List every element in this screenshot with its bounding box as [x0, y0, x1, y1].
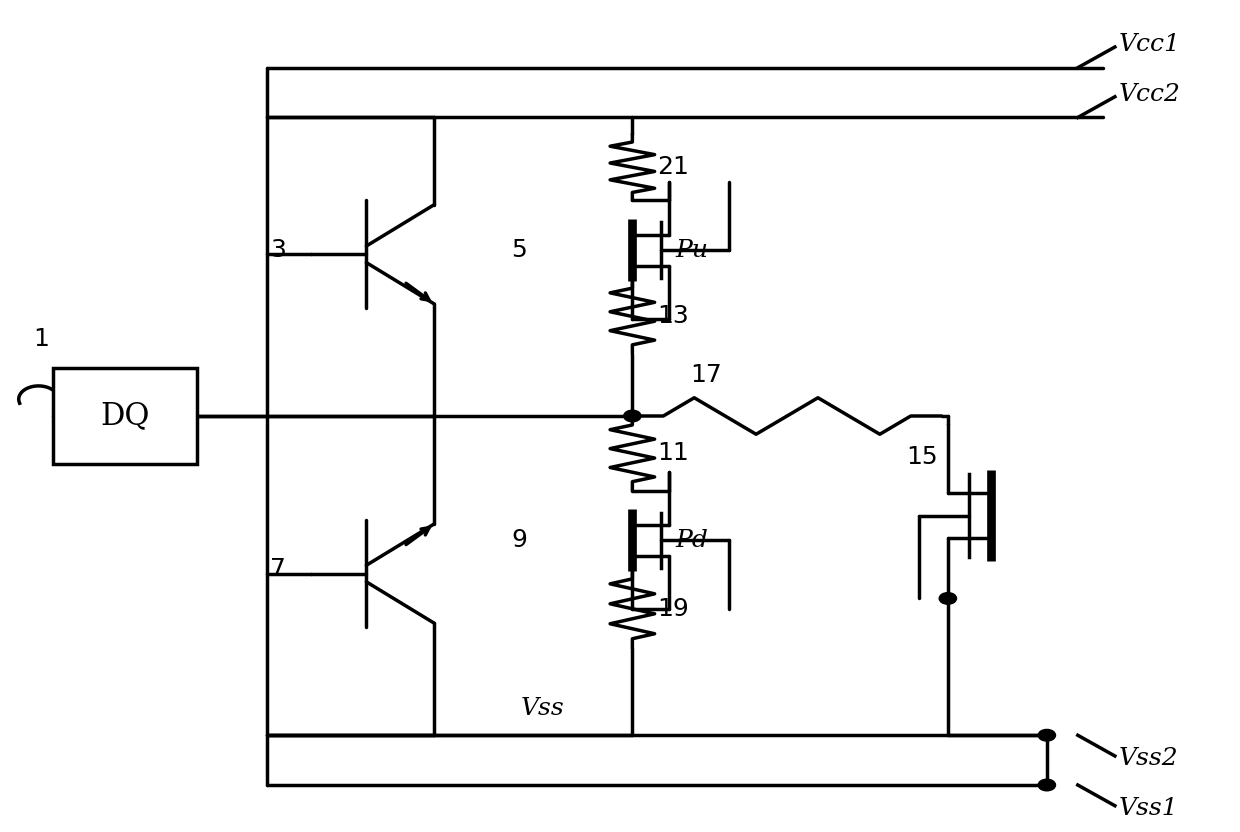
Text: Vcc2: Vcc2	[1118, 82, 1180, 106]
Text: Vcc1: Vcc1	[1118, 33, 1180, 56]
Circle shape	[1038, 730, 1055, 741]
Text: 5: 5	[511, 238, 527, 262]
Text: 21: 21	[657, 156, 689, 179]
Text: 7: 7	[270, 557, 286, 582]
Text: 17: 17	[691, 363, 723, 387]
Text: Pd: Pd	[676, 529, 708, 552]
Circle shape	[624, 410, 641, 422]
Text: 11: 11	[657, 441, 689, 465]
Text: Vss2: Vss2	[1118, 747, 1178, 770]
Circle shape	[1038, 780, 1055, 790]
Text: 9: 9	[511, 528, 527, 552]
Text: 15: 15	[906, 445, 937, 469]
Circle shape	[939, 592, 956, 604]
Text: Pu: Pu	[676, 239, 709, 261]
Text: Vss: Vss	[521, 697, 564, 721]
Text: 19: 19	[657, 597, 689, 621]
Text: 3: 3	[270, 238, 286, 262]
Text: DQ: DQ	[100, 400, 150, 432]
Text: 1: 1	[33, 327, 48, 351]
Text: Vss1: Vss1	[1118, 797, 1178, 820]
Bar	[53, 368, 197, 464]
Text: 13: 13	[657, 305, 689, 329]
